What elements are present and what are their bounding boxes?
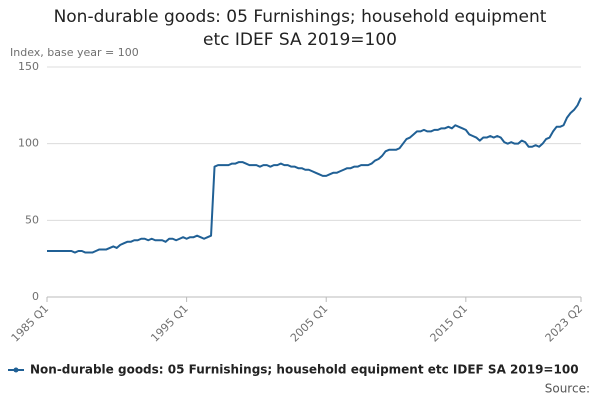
source: Source: [545,382,590,396]
x-tick-label: 2015 Q1 [428,302,471,345]
legend-marker [13,367,19,373]
y-tick-label: 50 [25,213,39,226]
series-line [47,97,582,254]
chart-title: Non-durable goods: 05 Furnishings; house… [53,7,547,50]
y-tick-label: 150 [18,60,39,73]
x-tick-label: 2005 Q1 [288,302,331,345]
x-tick-label: 1985 Q1 [9,302,52,345]
y-tick-label: 100 [18,137,39,150]
x-tick-label: 2023 Q2 [543,302,586,345]
y-axis-label: Index, base year = 100 [10,46,139,59]
x-tick-label: 1995 Q1 [148,302,191,345]
legend-label: Non-durable goods: 05 Furnishings; house… [30,363,579,377]
y-tick-label: 0 [32,290,39,303]
